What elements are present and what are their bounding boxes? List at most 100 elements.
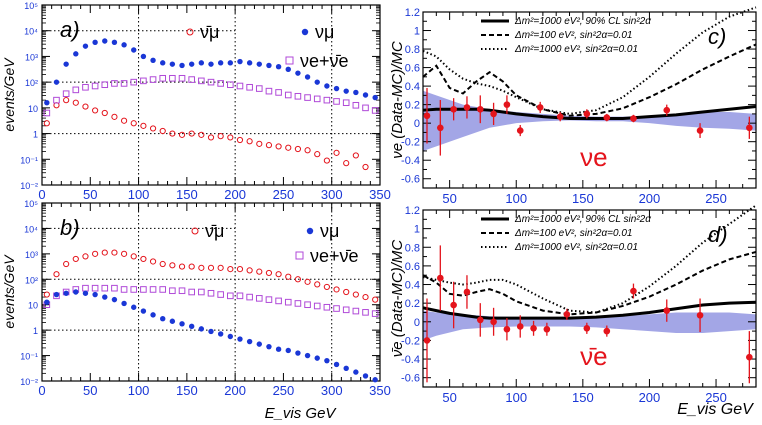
panel-a-label: a) — [60, 17, 80, 42]
panel-a-xtick-label: 100 — [128, 187, 150, 202]
panel-a-nu_mu-point — [53, 79, 60, 85]
panel-a-nu_e-point — [323, 96, 331, 104]
panel-d-data-point — [530, 325, 537, 332]
panel-d-legend-entry: Δm²=1000 eV², 90% CL sin²2α — [514, 214, 651, 225]
panel-b-nu_mu-point — [92, 291, 98, 298]
panel-a-nu_mu-point — [208, 61, 214, 67]
panel-b-xtick-label: 100 — [128, 383, 150, 398]
panel-a-nu_mu_bar-point — [159, 127, 166, 135]
panel-a-nu_mu-point — [362, 92, 369, 98]
panel-b-xtick-label: 250 — [273, 383, 295, 398]
panel-b-legend-marker-numu — [306, 227, 314, 235]
panel-a-nu_mu_bar-point — [178, 131, 186, 138]
panel-a-nu_e-point — [91, 82, 99, 90]
panel-d-data-point — [663, 307, 671, 314]
panel-b-ytick-label: 10⁴ — [24, 224, 38, 234]
panel-b-nu_e-point — [188, 288, 195, 296]
panel-b-legend-numubar: ν̄μ — [205, 221, 224, 241]
panel-c-data-point — [663, 106, 671, 114]
panel-a-nu_mu_bar-point — [246, 138, 253, 145]
panel-b-nu_mu_bar-point — [217, 264, 224, 271]
panel-a-xtick-label: 200 — [224, 187, 246, 202]
panel-a-nu_e-point — [169, 74, 176, 82]
panel-a-nu_mu-point — [102, 38, 108, 44]
panel-b-nu_mu_bar-point — [333, 286, 340, 293]
panel-a-legend-numubar: ν̄μ — [200, 22, 219, 42]
panel-a-nu_mu_bar-point — [111, 113, 118, 120]
panel-b-nu_mu_bar-point — [256, 268, 263, 275]
panel-b-nu_mu-point — [304, 352, 311, 359]
panel-c-curve-90cl — [422, 104, 757, 121]
panel-b-nu_mu_bar-point — [140, 255, 147, 263]
panel-a-ytick-label: 10⁴ — [24, 27, 38, 37]
panel-a-nu_e-point — [255, 85, 263, 92]
panel-b-nu_e-point — [265, 296, 273, 303]
panel-b-nu_mu-point — [198, 326, 205, 332]
panel-d-data-point — [423, 337, 431, 344]
panel-a-nu_e-point — [207, 78, 215, 86]
panel-c-data-point — [603, 114, 611, 121]
panel-a-nu_mu-point — [121, 42, 127, 48]
panel-c-data-point — [463, 104, 471, 111]
panel-b-nu_mu-point — [237, 336, 243, 342]
panel-d-ytick-label: 0 — [414, 317, 420, 329]
panel-b-nu_e-point — [217, 291, 224, 298]
panel-b-nu_mu_bar-point — [43, 291, 50, 298]
panel-a-nu_mu_bar-point — [130, 120, 137, 127]
panel-b-nu_e-point — [275, 297, 282, 305]
panel-b-nu_e-point — [227, 292, 234, 300]
panel-b-nu_e-point — [130, 286, 138, 293]
panel-b-nu_mu-point — [324, 357, 330, 364]
panel-b-xlabel: E_vis GeV — [265, 405, 338, 422]
panel-d-data-point — [603, 327, 611, 335]
panel-b-nu_mu_bar-point — [236, 266, 244, 273]
panel-c-data-point — [423, 112, 431, 120]
panel-b-nu_e-point — [91, 284, 99, 292]
panel-a-legend-marker-numu — [301, 28, 309, 36]
panel-d-label: d) — [708, 222, 728, 247]
panel-a-nu_mu_bar-point — [169, 130, 176, 137]
panel-b-nu_mu-point — [266, 343, 272, 350]
panel-b-nu_e-point — [342, 306, 350, 314]
panel-b-ytick-label: 1 — [33, 326, 38, 336]
panel-d-data-point — [503, 325, 511, 333]
panel-a-nu_mu-point — [256, 61, 262, 67]
panel-c-ytick-label: 0.6 — [405, 63, 420, 75]
panel-d-data-point — [463, 288, 471, 296]
panel-b-ytick-label: 10⁻² — [20, 377, 38, 387]
panel-b-ytick-label: 10⁻¹ — [20, 352, 38, 362]
panel-b-nu_mu_bar-point — [362, 293, 369, 301]
panel-a-nu_e-point — [149, 76, 157, 83]
panel-a-nu_mu_bar-point — [333, 149, 340, 156]
panel-d-mc-band — [423, 310, 756, 341]
panel-a-nu_e-point — [352, 101, 360, 109]
panel-a-nu_mu_bar-point — [72, 99, 79, 106]
panel-a-nu_e-point — [43, 109, 51, 117]
panel-d-xtick-label: 200 — [639, 390, 661, 405]
panel-b-nu_mu-point — [314, 355, 320, 361]
panel-c-ytick-label: 0.2 — [405, 100, 420, 112]
panel-c-ytick-label: 1.2 — [405, 7, 420, 19]
panel-b-xtick-label: 150 — [176, 383, 198, 398]
panel-b-nu_e-point — [111, 284, 118, 292]
panel-b-nu_e-point — [159, 286, 167, 293]
panel-a-nu_mu_bar-point — [149, 125, 157, 132]
panel-b-nu_e-point — [236, 292, 244, 300]
panel-c-ylabel: νe (Data-MC)/MC — [389, 41, 406, 159]
panel-d-ytick-label: 0.8 — [405, 242, 420, 254]
panel-b-ytick-label: 10⁵ — [24, 199, 38, 209]
panel-a-nu_mu-point — [150, 57, 156, 63]
panel-b-nu_mu-point — [63, 290, 69, 296]
panel-a-nu_mu-point — [131, 47, 137, 53]
panel-b-nu_e-point — [304, 301, 311, 309]
panel-b-legend-numu: νμ — [320, 221, 339, 241]
panel-a-nu_mu-point — [169, 61, 176, 67]
panel-a-nu_mu-point — [111, 39, 118, 45]
panel-b-label: b) — [60, 215, 80, 240]
panel-a-nu_mu_bar-point — [92, 107, 99, 114]
panel-a-nu_e-point — [178, 74, 186, 82]
panel-b-nu_e-point — [82, 284, 89, 292]
panel-b-nu_e-point — [101, 284, 109, 292]
panel-a-nu_mu_bar-point — [43, 120, 50, 127]
panel-b-ytick-label: 10² — [25, 275, 38, 285]
